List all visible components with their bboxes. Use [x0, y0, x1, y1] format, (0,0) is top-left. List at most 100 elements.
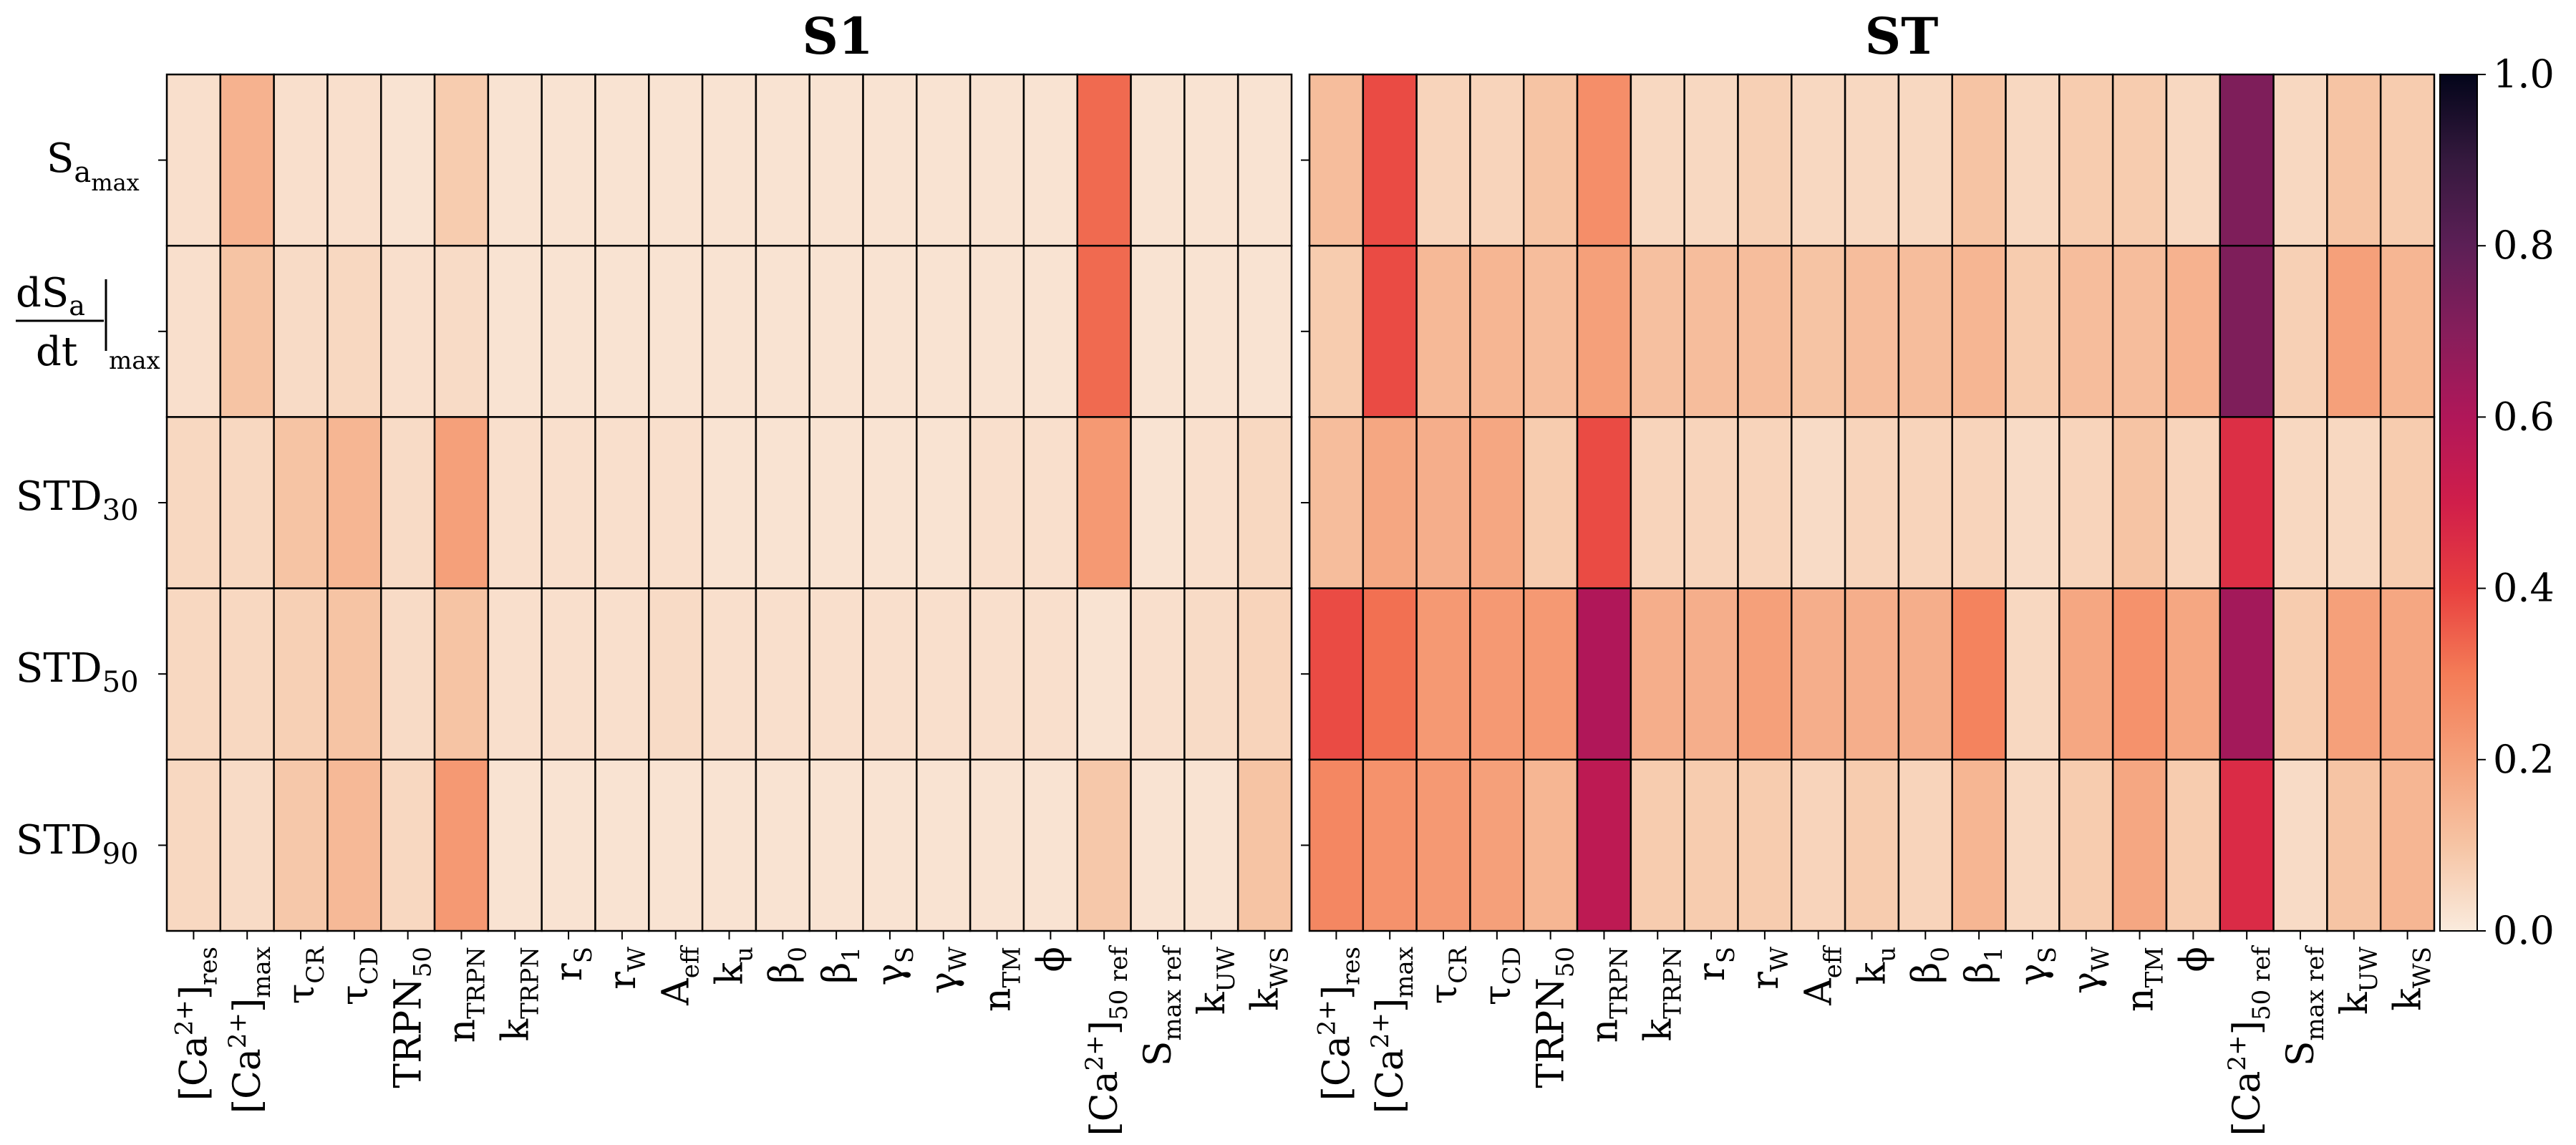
- heatmap-cell: [2005, 244, 2061, 418]
- heatmap-cell: [219, 416, 275, 589]
- heatmap-cell: [1022, 758, 1079, 932]
- column-label: ϕ: [1030, 947, 1072, 972]
- heatmap-cell: [862, 73, 918, 247]
- heatmap-cell: [808, 244, 864, 418]
- heatmap-cell: [1415, 73, 1471, 247]
- row-label-std30: STD30: [16, 473, 139, 527]
- heatmap-cell: [1076, 758, 1132, 932]
- heatmap-cell: [165, 73, 222, 247]
- heatmap-cell: [165, 244, 222, 418]
- heatmap-cell: [594, 587, 650, 761]
- heatmap-cell: [487, 587, 543, 761]
- heatmap-cell: [1308, 758, 1365, 932]
- heatmap-cell: [1522, 587, 1579, 761]
- column-label: τCR: [1423, 946, 1473, 1005]
- column-labels-s1: [Ca2+]res[Ca2+]max τCRτCDTRPN50nTRPNkTRPN…: [170, 931, 1294, 1136]
- column-label: γS: [2012, 947, 2062, 985]
- heatmap-cell: [862, 244, 918, 418]
- heatmap-cell: [701, 416, 757, 589]
- colorbar-tick-label: 0.2: [2493, 737, 2555, 782]
- row-label-std50: STD50: [16, 645, 139, 699]
- heatmap-cell: [969, 587, 1025, 761]
- heatmap-cell: [487, 73, 543, 247]
- heatmap-cell: [1183, 416, 1239, 589]
- heatmap-cell: [1183, 587, 1239, 761]
- heatmap-cell: [1130, 244, 1186, 418]
- column-label: τCD: [1476, 947, 1526, 1005]
- heatmap-cell: [2219, 244, 2275, 418]
- heatmap-cell: [2165, 73, 2222, 247]
- heatmap-cell: [2165, 758, 2222, 932]
- heatmap-cell: [1791, 587, 1846, 761]
- heatmap-cell: [1522, 758, 1579, 932]
- heatmap-cell: [1630, 416, 1685, 589]
- heatmap-cell: [1630, 73, 1685, 247]
- heatmap-cell: [1683, 587, 1739, 761]
- heatmap-cell: [1737, 244, 1793, 418]
- heatmap-cell: [1469, 587, 1525, 761]
- heatmap-cell: [1844, 416, 1900, 589]
- column-label: TRPN50: [387, 947, 437, 1088]
- heatmap-cell: [594, 73, 650, 247]
- heatmap-cell: [379, 73, 436, 247]
- heatmap-cell: [648, 416, 704, 589]
- column-label: β0: [762, 947, 812, 984]
- column-label: nTRPN: [441, 947, 491, 1043]
- column-label: nTM: [977, 947, 1027, 1012]
- column-label: τCD: [334, 947, 384, 1005]
- heatmap-cell: [1469, 244, 1525, 418]
- heatmap-cell: [862, 758, 918, 932]
- heatmap-cell: [648, 758, 704, 932]
- heatmap-cell: [808, 73, 864, 247]
- heatmap-cell: [1362, 73, 1418, 247]
- heatmap-cell: [433, 587, 490, 761]
- heatmap-cell: [1076, 587, 1132, 761]
- heatmap-cell: [916, 416, 972, 589]
- heatmap-cell: [1022, 416, 1079, 589]
- heatmap-cell: [219, 587, 275, 761]
- heatmap-cell: [1576, 416, 1632, 589]
- heatmap-cell: [2165, 587, 2222, 761]
- heatmap-cell: [862, 416, 918, 589]
- heatmap-cell: [1630, 244, 1685, 418]
- column-label: kUW: [2333, 947, 2383, 1015]
- column-label: kUW: [1191, 947, 1241, 1015]
- heatmap-cell: [1522, 73, 1579, 247]
- heatmap-cell: [541, 758, 596, 932]
- heatmap-cell: [1951, 416, 2007, 589]
- heatmap-cell: [1362, 416, 1418, 589]
- heatmap-cell: [1951, 587, 2007, 761]
- column-label: Aeff: [1798, 944, 1848, 1006]
- row-label-std90: STD90: [16, 817, 139, 871]
- heatmap-cell: [2326, 416, 2382, 589]
- heatmap-cell: [969, 244, 1025, 418]
- heatmap-cell: [1308, 73, 1365, 247]
- heatmap-cell: [2219, 758, 2275, 932]
- heatmap-cell: [1236, 73, 1293, 247]
- heatmap-cell: [2111, 758, 2168, 932]
- heatmap-cell: [1022, 73, 1079, 247]
- heatmap-cell: [273, 587, 329, 761]
- colorbar-frame: [2439, 74, 2478, 932]
- heatmap-st: [1301, 73, 2436, 932]
- heatmap-cell: [2379, 73, 2436, 247]
- heatmap-cell: [1076, 416, 1132, 589]
- heatmap-cell: [433, 416, 490, 589]
- heatmap-cell: [755, 73, 810, 247]
- column-label: ϕ: [2172, 947, 2215, 972]
- heatmap-cell: [1737, 416, 1793, 589]
- heatmap-cell: [2058, 758, 2114, 932]
- heatmap-cell: [2272, 244, 2328, 418]
- heatmap-cell: [487, 758, 543, 932]
- heatmap-cell: [701, 73, 757, 247]
- heatmap-cell: [2219, 416, 2275, 589]
- heatmap-cell: [1844, 758, 1900, 932]
- heatmap-cell: [2111, 244, 2168, 418]
- heatmap-cell: [1076, 244, 1132, 418]
- heatmap-cell: [701, 758, 757, 932]
- column-label: rS: [1690, 947, 1740, 981]
- heatmap-cell: [1415, 758, 1471, 932]
- heatmap-cell: [1308, 244, 1365, 418]
- heatmap-cell: [969, 758, 1025, 932]
